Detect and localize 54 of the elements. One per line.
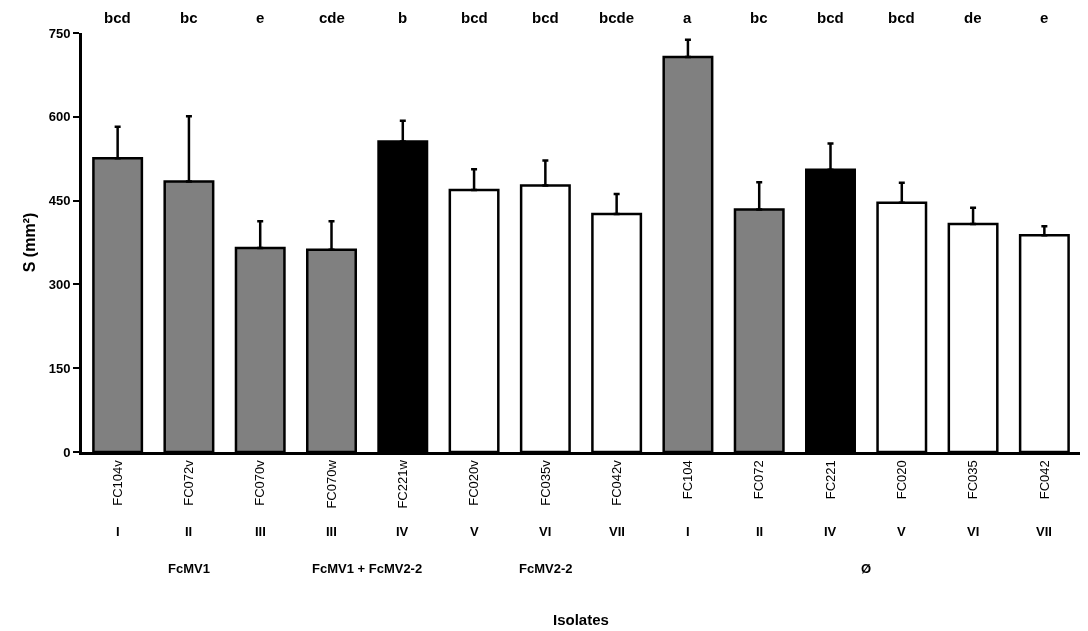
x-tick-label: FC104 [680,460,696,500]
text: bc [750,9,768,26]
x-tick-label: FC221w [395,459,411,509]
text: bcd [888,9,915,26]
x-tick-label: FC042v [608,459,624,506]
text: Isolates [553,611,609,628]
x-tick-label: FC072 [751,460,767,500]
x-tick-label: FC042 [1036,460,1052,500]
x-tick-label: FC072v [181,459,197,506]
text: bcde [599,9,635,26]
x-tick-label: FC104v [109,459,125,506]
text: bcd [532,9,559,26]
text: VI [539,524,552,539]
text: I [686,524,690,539]
text: cde [319,9,345,26]
text: III [326,524,337,539]
x-tick-label: FC020v [466,459,482,506]
x-tick-label: FC035 [965,460,981,500]
text: e [256,9,265,26]
y-tick-label: 300 [48,276,71,292]
text: VII [609,524,625,539]
text: bc [180,9,198,26]
text: a [683,9,692,26]
text: FcMV1 [168,561,210,576]
text: II [185,524,193,539]
text: II [756,524,764,539]
text: V [897,524,906,539]
y-tick-label: 450 [48,193,71,209]
text: Ø [861,561,872,576]
text: FcMV2-2 [519,561,573,576]
text: VI [967,524,980,539]
x-tick-label: FC020 [894,460,910,500]
text: FcMV1 + FcMV2-2 [312,561,423,576]
x-tick-label: FC035v [537,459,553,506]
x-tick-label: FC221 [822,460,838,500]
text: e [1040,9,1049,26]
text: bcd [817,9,844,26]
text: I [116,524,120,539]
y-tick-label: 750 [48,25,71,41]
y-axis-title: S (mm²) [20,212,38,273]
text: b [398,9,408,26]
y-tick-label: 150 [48,360,71,376]
text: III [255,524,266,539]
text: de [964,9,982,26]
x-tick-label: FC070v [252,459,268,506]
text: IV [396,524,409,539]
text: bcd [104,9,131,26]
text: VII [1036,524,1052,539]
y-tick-label: 0 [63,444,71,460]
text: IV [824,524,837,539]
text: V [470,524,479,539]
y-tick-label: 600 [48,109,71,125]
text: bcd [461,9,488,26]
x-tick-label: FC070w [323,459,339,509]
